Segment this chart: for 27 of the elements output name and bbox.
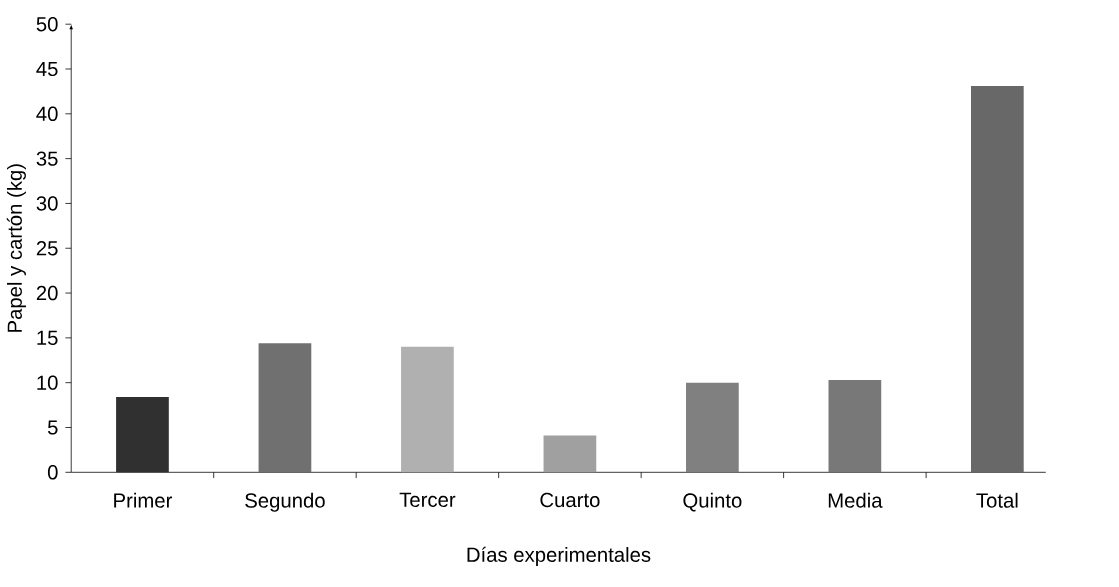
y-tick-label: 25 <box>36 240 58 256</box>
x-axis-title: Días experimentales <box>467 546 651 566</box>
bar <box>401 346 454 473</box>
y-tick-label: 15 <box>37 330 58 345</box>
bar <box>258 343 312 473</box>
bar <box>970 85 1024 473</box>
y-tick-label: 20 <box>36 285 58 301</box>
y-tick-label: 30 <box>36 196 58 211</box>
y-tick-label: 45 <box>36 61 58 76</box>
bar <box>116 396 169 473</box>
y-tick-label: 35 <box>36 151 58 166</box>
y-tick-label: 0 <box>47 464 58 480</box>
x-tick-label: Total <box>976 492 1018 508</box>
x-tick-label: Cuarto <box>540 492 600 507</box>
bar <box>686 382 739 473</box>
x-tick-label: Tercer <box>399 492 456 507</box>
x-tick-label: Primer <box>114 492 173 508</box>
x-tick-label: Segundo <box>245 492 325 512</box>
y-tick-label: 40 <box>36 106 58 121</box>
y-tick-label: 50 <box>36 16 58 32</box>
y-tick-label: 5 <box>47 420 58 435</box>
y-tick-label: 10 <box>37 375 58 390</box>
x-tick-label: Media <box>828 492 883 508</box>
bar <box>828 379 882 473</box>
x-tick-label: Quinto <box>683 492 742 512</box>
bar <box>543 435 597 473</box>
y-axis-title: Papel y cartón (kg) <box>6 164 26 332</box>
